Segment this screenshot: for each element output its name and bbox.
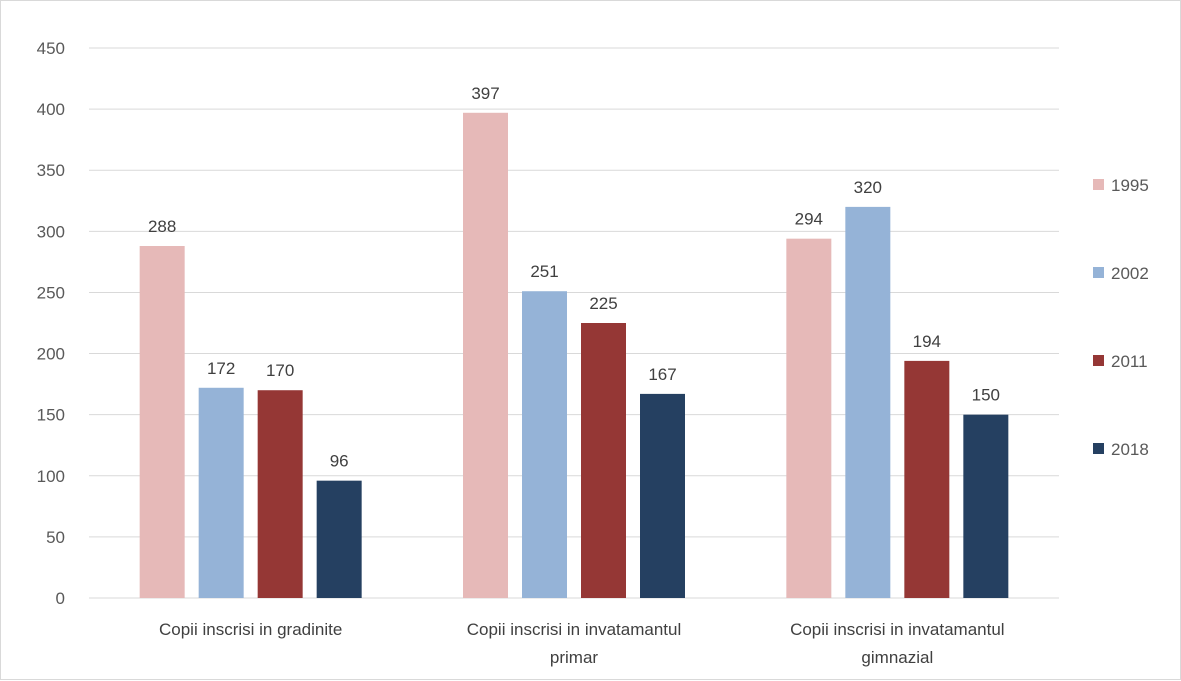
bar-2018 — [963, 414, 1009, 598]
data-label: 251 — [530, 262, 558, 281]
bar-2002 — [522, 291, 567, 598]
data-label: 225 — [589, 294, 617, 313]
x-category-label: Copii inscrisi in gradinite — [159, 620, 342, 639]
bar-1995 — [463, 112, 508, 599]
legend-label: 2002 — [1111, 264, 1149, 283]
y-tick-label: 300 — [37, 222, 65, 241]
x-category-label: Copii inscrisi in invatamantul — [790, 620, 1004, 639]
y-tick-label: 0 — [56, 589, 65, 608]
y-tick-label: 400 — [37, 100, 65, 119]
bar-2011 — [581, 323, 626, 598]
y-tick-label: 100 — [37, 467, 65, 486]
bar-2011 — [257, 390, 303, 598]
bar-1995 — [139, 246, 185, 598]
data-label: 96 — [330, 452, 349, 471]
bar-2011 — [904, 360, 950, 598]
y-tick-label: 250 — [37, 283, 65, 302]
x-category-label: Copii inscrisi in invatamantul — [467, 620, 681, 639]
legend-swatch — [1093, 179, 1104, 190]
data-label: 320 — [854, 178, 882, 197]
bar-2002 — [845, 206, 891, 598]
y-tick-label: 350 — [37, 161, 65, 180]
x-category-label: gimnazial — [861, 648, 933, 667]
x-category-label: primar — [550, 648, 599, 667]
legend-label: 2011 — [1111, 352, 1148, 371]
legend-swatch — [1093, 267, 1104, 278]
data-label: 288 — [148, 217, 176, 236]
legend-swatch — [1093, 355, 1104, 366]
data-label: 167 — [648, 365, 676, 384]
data-label: 397 — [471, 84, 499, 103]
y-tick-label: 200 — [37, 345, 65, 364]
bar-2002 — [198, 387, 244, 598]
y-tick-label: 150 — [37, 406, 65, 425]
y-tick-label: 50 — [46, 528, 65, 547]
legend-label: 1995 — [1111, 176, 1149, 195]
data-label: 294 — [795, 210, 823, 229]
data-label: 172 — [207, 359, 235, 378]
bar-1995 — [786, 238, 832, 598]
bar-2018 — [640, 393, 685, 598]
y-tick-label: 450 — [37, 39, 65, 58]
bar-2018 — [316, 480, 362, 598]
legend-swatch — [1093, 443, 1104, 454]
data-label: 150 — [972, 386, 1000, 405]
legend-label: 2018 — [1111, 440, 1149, 459]
data-label: 170 — [266, 361, 294, 380]
data-label: 194 — [913, 332, 941, 351]
